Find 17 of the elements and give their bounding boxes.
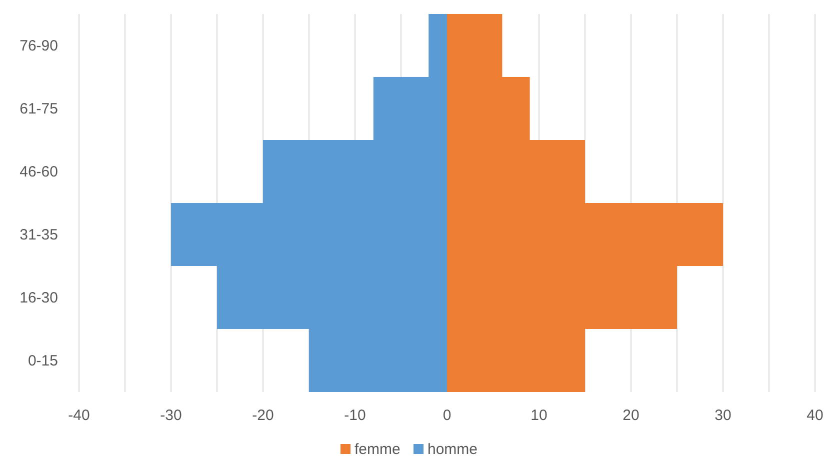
legend-label: femme [354, 441, 400, 458]
legend-label: homme [428, 441, 478, 458]
y-tick-label: 16-30 [20, 290, 58, 306]
x-tick-label: -20 [252, 407, 274, 424]
y-tick-label: 0-15 [28, 352, 58, 370]
x-tick-label: -30 [160, 407, 182, 424]
x-tick-label: 30 [714, 407, 732, 424]
x-tick-label: -40 [68, 407, 90, 424]
y-tick-label: 76-90 [20, 38, 58, 54]
y-tick-label: 61-75 [20, 100, 58, 118]
x-tick-label: 0 [442, 407, 452, 424]
y-tick-label: 31-35 [20, 226, 58, 244]
x-tick-label: 10 [530, 407, 548, 424]
x-tick-label: -10 [344, 407, 366, 424]
y-tick-label: 46-60 [20, 164, 58, 180]
x-tick-label: 20 [622, 407, 640, 424]
x-tick-label: 40 [806, 407, 824, 424]
